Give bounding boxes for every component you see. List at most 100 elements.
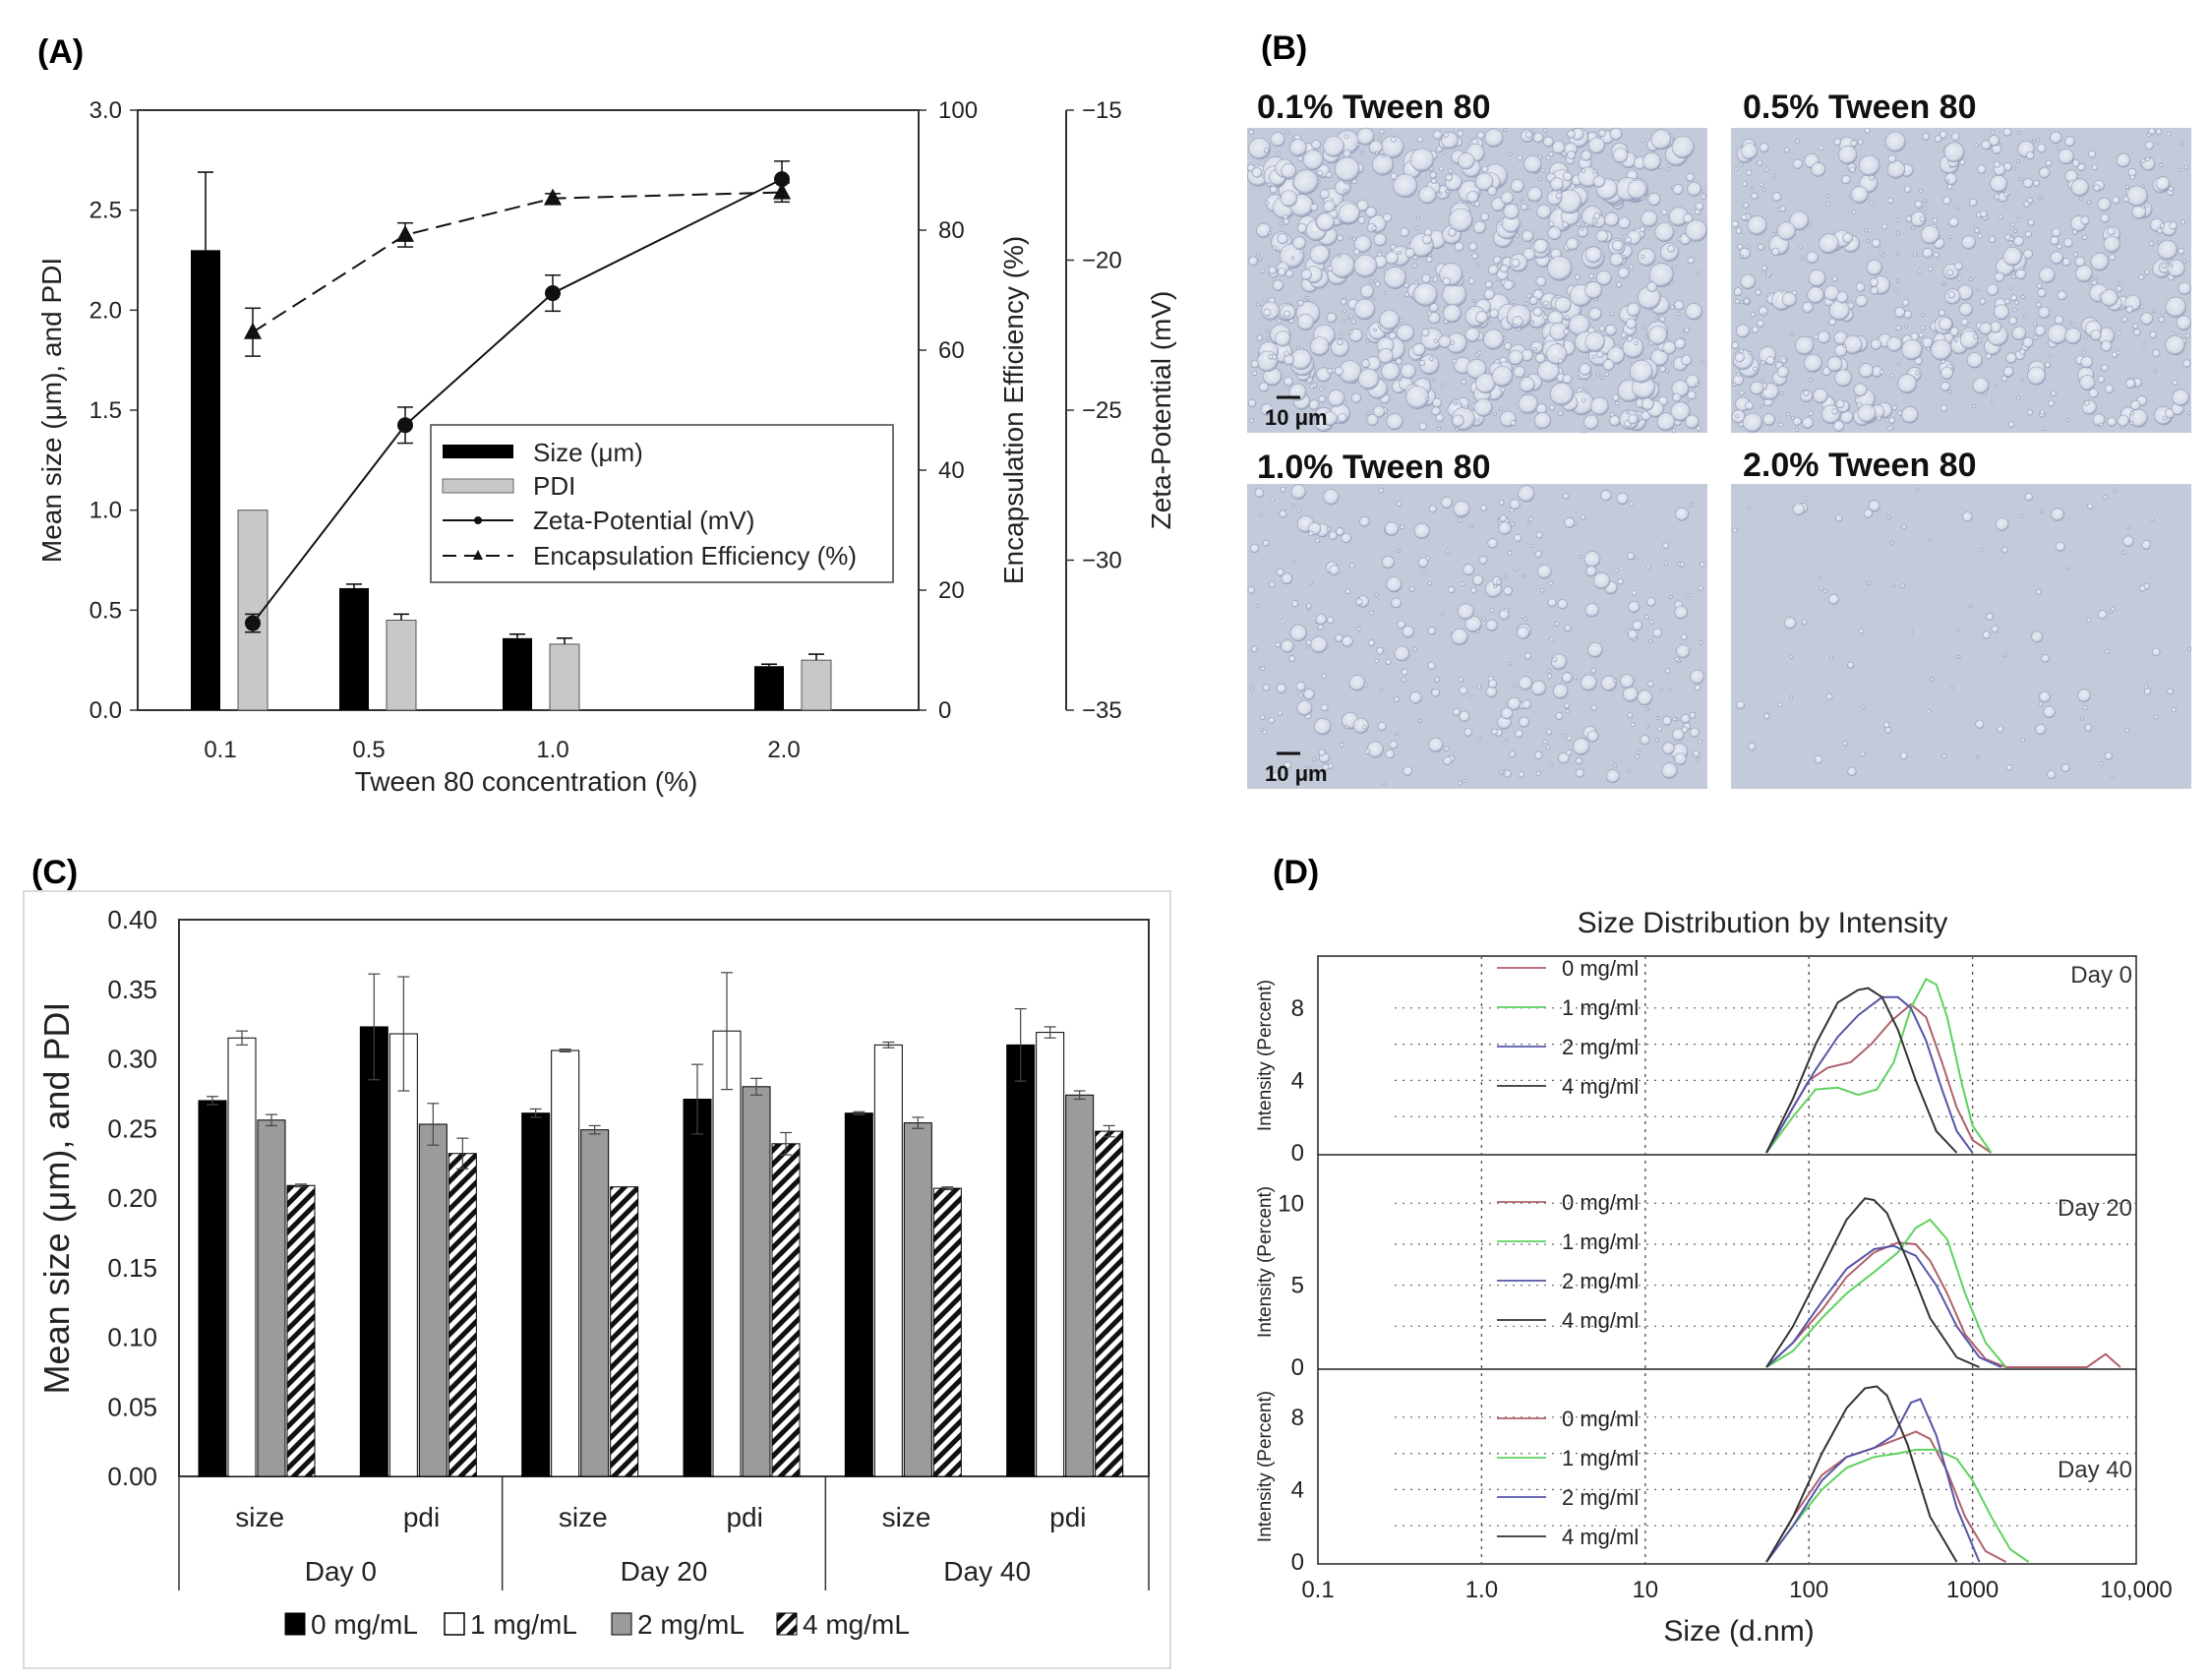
droplet xyxy=(1792,503,1805,516)
droplet xyxy=(1934,135,1942,143)
droplet xyxy=(2004,298,2010,305)
droplet xyxy=(1310,203,1319,211)
droplet xyxy=(1464,615,1482,632)
droplet xyxy=(1746,169,1753,176)
droplet xyxy=(1384,267,1406,290)
droplet xyxy=(1869,201,1875,206)
droplet xyxy=(1448,228,1457,237)
droplet xyxy=(1523,652,1532,660)
bar-c-3-5 xyxy=(1095,1130,1124,1477)
droplet xyxy=(1526,391,1530,396)
droplet xyxy=(1398,251,1403,256)
droplet xyxy=(1348,330,1353,334)
droplet xyxy=(2171,707,2177,713)
droplet xyxy=(1429,356,1434,362)
micrographs-b: 0.1% Tween 80 0.5% Tween 80 1.0% Tween 8… xyxy=(1247,89,2192,789)
droplet xyxy=(1284,270,1294,278)
droplet xyxy=(1847,661,1855,669)
droplet xyxy=(1418,354,1440,376)
droplet xyxy=(1735,227,1742,234)
droplet xyxy=(2051,508,2064,521)
bar-pdi-1 xyxy=(386,620,417,711)
point-ee-2 xyxy=(544,188,562,206)
droplet xyxy=(1448,585,1456,594)
droplet xyxy=(2178,247,2185,255)
droplet xyxy=(1438,191,1443,196)
droplet xyxy=(1757,319,1764,328)
droplet xyxy=(1654,222,1675,243)
legend-c-1-swatch xyxy=(444,1612,465,1636)
droplet xyxy=(2109,610,2113,614)
droplet xyxy=(1897,374,1918,394)
droplet xyxy=(1761,377,1764,382)
droplet xyxy=(1344,725,1349,730)
droplet xyxy=(1522,229,1534,243)
droplet xyxy=(1923,206,1928,210)
droplet xyxy=(1994,304,2009,321)
droplet xyxy=(1696,270,1701,275)
droplet xyxy=(1701,189,1705,194)
bar-c-0-1 xyxy=(359,1026,388,1477)
droplet xyxy=(1891,583,1895,588)
droplet xyxy=(1615,401,1620,406)
droplet xyxy=(1522,617,1527,622)
droplet xyxy=(2031,139,2036,144)
droplet xyxy=(1731,341,1740,350)
droplet xyxy=(1442,276,1452,286)
droplet xyxy=(1921,210,1926,215)
droplet xyxy=(1617,267,1630,279)
droplet xyxy=(1956,654,1961,659)
droplet xyxy=(1351,319,1356,325)
droplet xyxy=(1440,383,1445,388)
droplet xyxy=(1592,169,1597,174)
droplet xyxy=(1546,729,1553,736)
droplet xyxy=(2176,315,2192,330)
droplet xyxy=(1687,257,1695,265)
droplet xyxy=(1427,661,1436,670)
droplet xyxy=(1471,253,1478,260)
droplet xyxy=(1584,222,1589,227)
droplet xyxy=(1966,352,1983,369)
droplet xyxy=(1656,726,1663,732)
droplet xyxy=(1279,221,1284,226)
droplet xyxy=(1853,383,1868,397)
droplet xyxy=(1886,514,1891,519)
droplet xyxy=(1449,208,1473,233)
droplet xyxy=(1795,335,1815,356)
droplet xyxy=(1288,655,1296,663)
droplet xyxy=(1474,172,1494,192)
droplet xyxy=(1582,429,1586,434)
droplet xyxy=(1357,216,1366,224)
droplet xyxy=(1613,763,1618,768)
droplet xyxy=(1606,769,1620,784)
droplet xyxy=(1463,564,1475,576)
droplet xyxy=(1335,156,1360,183)
droplet xyxy=(1736,700,1745,710)
droplet xyxy=(1945,179,1950,183)
droplet xyxy=(1377,252,1383,258)
droplet xyxy=(1507,696,1522,711)
droplet xyxy=(1418,186,1437,205)
droplet xyxy=(1340,743,1344,748)
droplet xyxy=(1587,641,1603,658)
droplet xyxy=(1918,189,1923,194)
droplet xyxy=(1585,566,1597,577)
droplet xyxy=(1533,238,1549,254)
droplet xyxy=(2144,270,2150,275)
droplet xyxy=(1292,236,1306,250)
droplet xyxy=(1939,131,1947,140)
droplet xyxy=(1478,556,1488,565)
chart-a-y-right2-label: Zeta-Potential (mV) xyxy=(1146,291,1176,530)
droplet xyxy=(2088,388,2099,398)
droplet xyxy=(1795,139,1800,145)
droplet xyxy=(1496,277,1501,282)
c-subgroup-label-0: size xyxy=(235,1502,284,1532)
droplet xyxy=(1499,407,1503,412)
droplet xyxy=(2065,417,2070,422)
droplet xyxy=(1623,686,1639,702)
droplet xyxy=(1475,310,1489,324)
droplet xyxy=(1429,303,1439,313)
droplet xyxy=(1680,633,1688,641)
droplet xyxy=(1959,159,1966,165)
droplet xyxy=(1602,359,1615,371)
